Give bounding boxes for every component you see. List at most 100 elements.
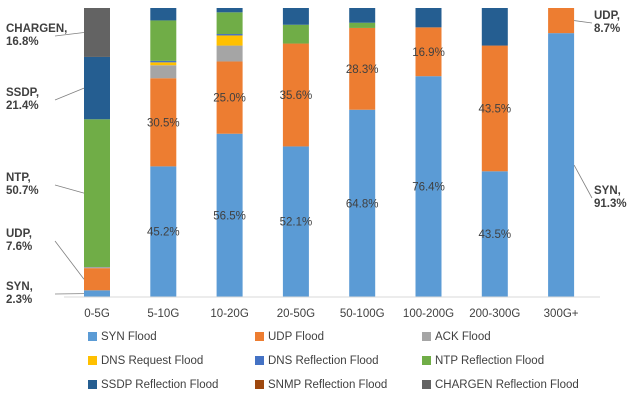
x-tick-5-10g: 5-10G: [147, 308, 179, 320]
bar-segment-300g-udp-flood: [548, 8, 575, 34]
bar-segment-5-10g-ack-flood: [150, 65, 177, 79]
bar-segment-50-100g-syn-flood: [349, 109, 376, 297]
side-annotation-line: NTP,: [6, 172, 31, 184]
x-tick-labels: 0-5G 5-10G 10-20G 20-50G 50-100G 100-200G 200-…: [84, 308, 579, 320]
side-annotation-line: 16.8%: [6, 36, 39, 48]
legend-item-dns-request-flood: DNS Request Flood: [88, 355, 203, 367]
bar-segment-10-20g-dns-request-flood: [216, 35, 243, 46]
leader-line: [54, 184, 85, 194]
side-annotation-line: SYN,: [6, 281, 33, 293]
bar-segment-5-10g-dns-request-flood: [150, 62, 177, 66]
bar-segment-10-20g-ssdp-reflection-flood: [216, 8, 243, 13]
side-annotation-line: UDP,: [594, 10, 620, 22]
bar-segment-10-20g-dns-reflection-flood: [216, 34, 243, 36]
side-annotation-300g-syn-flood: SYN,91.3%: [573, 164, 627, 210]
legend-swatch: [88, 356, 97, 365]
bar-segment-5-10g-udp-flood: [150, 78, 177, 167]
legend-label: CHARGEN Reflection Flood: [435, 379, 579, 391]
legend-item-udp-flood: UDP Flood: [255, 331, 324, 343]
bar-segment-10-20g-syn-flood: [216, 133, 243, 297]
legend-item-chargen-reflection-flood: CHARGEN Reflection Flood: [422, 379, 579, 391]
bar-segment-5-10g-ntp-reflection-flood: [150, 20, 177, 61]
x-tick-10-20g: 10-20G: [210, 308, 248, 320]
bar-segment-0-5g-ack-flood: [84, 266, 110, 269]
legend-label: SNMP Reflection Flood: [268, 379, 387, 391]
legend-swatch: [88, 380, 97, 389]
bar-segment-0-5g-chargen-reflection-flood: [84, 8, 110, 57]
side-annotation-line: 50.7%: [6, 185, 39, 197]
legend-label: NTP Reflection Flood: [435, 355, 544, 367]
bar-segment-10-20g-udp-flood: [216, 61, 243, 134]
bar-segment-20-50g-udp-flood: [282, 43, 309, 147]
leader-line: [54, 240, 85, 280]
data-label-50-100g-udp-flood: 28.3%: [346, 64, 379, 76]
side-annotation-0-5g-ntp-reflection-flood: NTP,50.7%: [6, 172, 85, 197]
bar-segment-20-50g-syn-flood: [282, 146, 309, 297]
side-annotation-line: 91.3%: [594, 198, 627, 210]
data-label-5-10g-udp-flood: 30.5%: [147, 117, 180, 129]
side-annotation-line: 21.4%: [6, 100, 39, 112]
data-label-5-10g-syn-flood: 45.2%: [147, 227, 180, 239]
side-annotation-line: 8.7%: [594, 23, 620, 35]
legend-swatch: [255, 332, 264, 341]
legend-item-snmp-reflection-flood: SNMP Reflection Flood: [255, 379, 387, 391]
data-label-100-200g-udp-flood: 16.9%: [412, 47, 445, 59]
bar-segment-200-300g-syn-flood: [481, 171, 508, 297]
bar-segment-0-5g-udp-flood: [84, 268, 110, 291]
data-labels-layer: 45.2% 30.5% 56.5% 25.0% 52.1% 35.6% 64.8% 28.3%…: [147, 47, 511, 241]
side-annotation-line: CHARGEN,: [6, 23, 67, 35]
bar-segment-200-300g-udp-flood: [481, 45, 508, 172]
legend-label: SSDP Reflection Flood: [101, 379, 218, 391]
x-tick-100-200g: 100-200G: [403, 308, 454, 320]
side-annotation-line: 2.3%: [6, 294, 32, 306]
data-label-100-200g-syn-flood: 76.4%: [412, 182, 445, 194]
leader-line: [573, 164, 593, 199]
data-label-200-300g-syn-flood: 43.5%: [478, 229, 511, 241]
bar-segment-0-5g-ntp-reflection-flood: [84, 119, 110, 267]
side-annotation-line: SYN,: [594, 185, 621, 197]
data-label-200-300g-udp-flood: 43.5%: [478, 103, 511, 115]
side-annotation-line: 7.6%: [6, 241, 32, 253]
data-label-20-50g-udp-flood: 35.6%: [280, 90, 313, 102]
bar-segment-5-10g-syn-flood: [150, 166, 177, 297]
side-annotations-layer: CHARGEN,16.8%SSDP,21.4%NTP,50.7%UDP,7.6%…: [6, 10, 627, 306]
bar-segment-5-10g-ssdp-reflection-flood: [150, 8, 177, 21]
leader-line: [574, 20, 593, 24]
legend-item-ntp-reflection-flood: NTP Reflection Flood: [422, 355, 544, 367]
bar-segment-50-100g-ssdp-reflection-flood: [349, 8, 376, 23]
x-tick-0-5g: 0-5G: [84, 308, 110, 320]
bar-segment-10-20g-ntp-reflection-flood: [216, 12, 243, 35]
legend-swatch: [88, 332, 97, 341]
x-tick-300g: 300G+: [544, 308, 579, 320]
bar-segment-50-100g-ntp-reflection-flood: [349, 22, 376, 28]
side-annotation-0-5g-udp-flood: UDP,7.6%: [6, 228, 85, 280]
legend-item-syn-flood: SYN Flood: [88, 331, 157, 343]
bar-segment-100-200g-ssdp-reflection-flood: [415, 8, 442, 28]
data-label-10-20g-syn-flood: 56.5%: [213, 210, 246, 222]
legend-swatch: [422, 356, 431, 365]
x-tick-20-50g: 20-50G: [277, 308, 315, 320]
legend-swatch: [422, 332, 431, 341]
legend-swatch: [255, 380, 264, 389]
legend: SYN Flood UDP Flood ACK Flood DNS Request F…: [88, 331, 579, 391]
data-label-10-20g-udp-flood: 25.0%: [213, 93, 246, 105]
bar-segment-50-100g-udp-flood: [349, 27, 376, 110]
side-annotation-300g-udp-flood: UDP,8.7%: [574, 10, 620, 35]
side-annotation-line: UDP,: [6, 228, 32, 240]
legend-item-ssdp-reflection-flood: SSDP Reflection Flood: [88, 379, 218, 391]
data-label-50-100g-syn-flood: 64.8%: [346, 198, 379, 210]
side-annotation-line: SSDP,: [6, 87, 39, 99]
legend-swatch: [422, 380, 431, 389]
legend-label: DNS Request Flood: [101, 355, 203, 367]
bar-segment-0-5g-syn-flood: [84, 290, 110, 297]
legend-item-dns-reflection-flood: DNS Reflection Flood: [255, 355, 379, 367]
data-label-20-50g-syn-flood: 52.1%: [280, 217, 313, 229]
legend-label: DNS Reflection Flood: [268, 355, 379, 367]
x-tick-50-100g: 50-100G: [340, 308, 385, 320]
legend-swatch: [255, 356, 264, 365]
bar-segment-20-50g-ntp-reflection-flood: [282, 24, 309, 44]
legend-label: SYN Flood: [101, 331, 157, 343]
bar-segment-100-200g-syn-flood: [415, 76, 442, 297]
